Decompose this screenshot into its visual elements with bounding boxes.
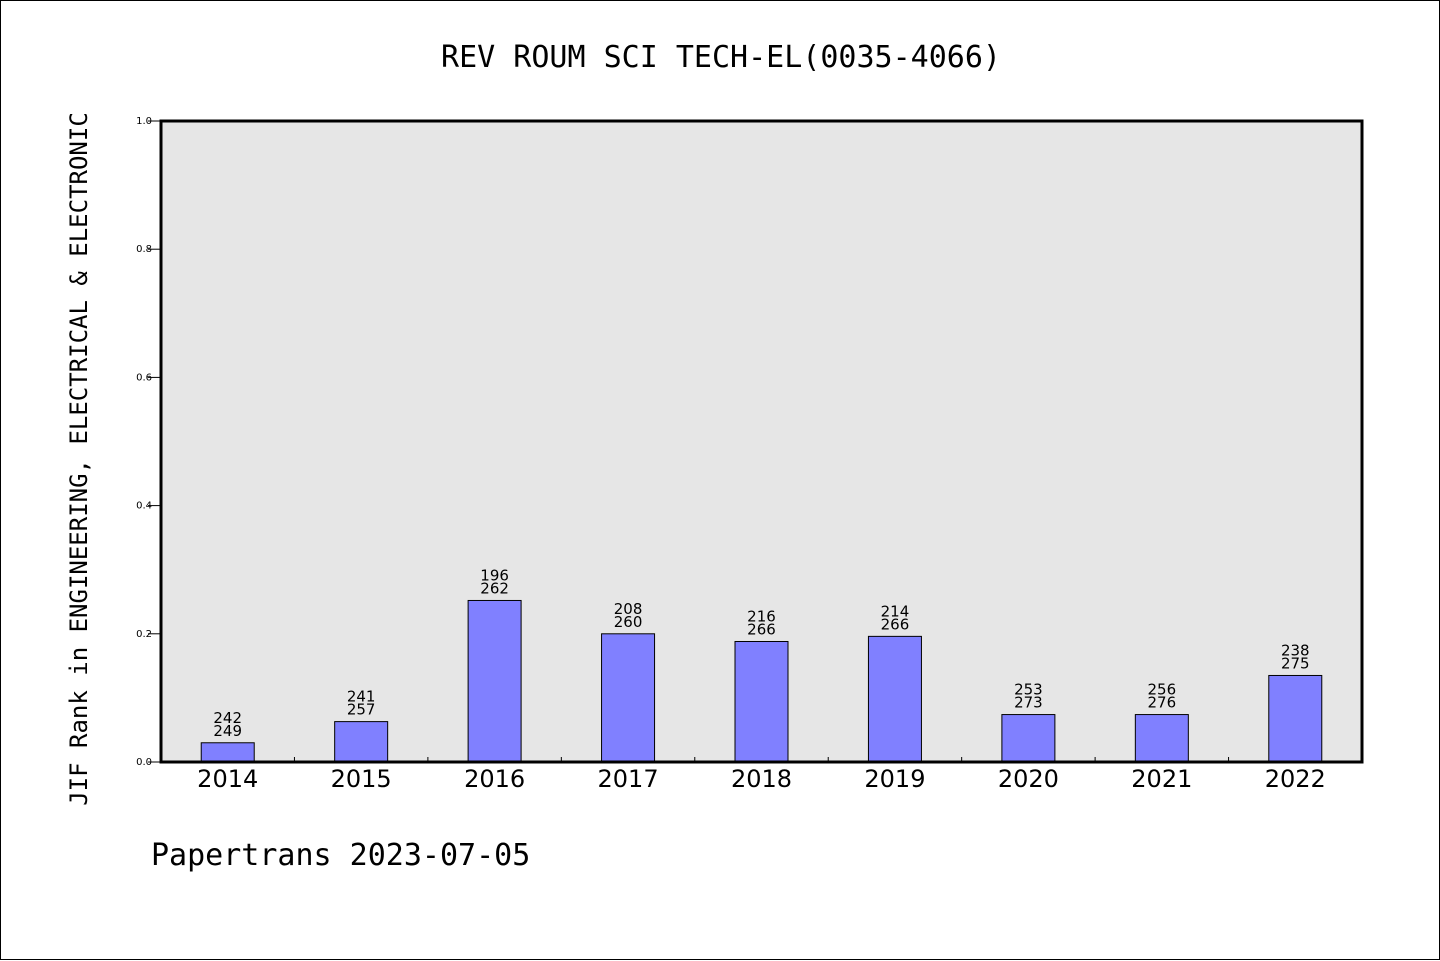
bar-total-label: 249 xyxy=(213,722,242,740)
y-tick-label: 0.8 xyxy=(136,244,152,255)
bar xyxy=(1001,714,1056,763)
bar-rank-label: 242 xyxy=(213,709,242,727)
x-tick-label: 2016 xyxy=(464,765,525,793)
bar-total-label: 275 xyxy=(1281,654,1310,672)
x-tick-label: 2021 xyxy=(1131,765,1192,793)
bar xyxy=(200,742,255,763)
x-tick-label: 2019 xyxy=(864,765,925,793)
bar-total-label: 262 xyxy=(480,579,509,597)
bar-total-label: 273 xyxy=(1014,694,1043,712)
y-tick-label: 0.6 xyxy=(136,372,152,383)
bar xyxy=(334,721,389,763)
bar xyxy=(734,640,789,763)
x-tick-label: 2022 xyxy=(1265,765,1326,793)
bar xyxy=(1268,674,1323,763)
x-tick-label: 2020 xyxy=(998,765,1059,793)
bar-rank-label: 196 xyxy=(480,566,509,584)
bar-rank-label: 256 xyxy=(1148,681,1177,699)
x-tick-label: 2018 xyxy=(731,765,792,793)
bar-rank-label: 208 xyxy=(614,600,643,618)
bar-total-label: 276 xyxy=(1148,694,1177,712)
bar-rank-label: 216 xyxy=(747,607,776,625)
footer-credit: Papertrans 2023-07-05 xyxy=(151,838,530,873)
bar-rank-label: 238 xyxy=(1281,641,1310,659)
x-tick-label: 2017 xyxy=(598,765,659,793)
bar-total-label: 266 xyxy=(881,615,910,633)
y-tick-label: 0.0 xyxy=(136,757,152,768)
bar xyxy=(601,633,656,763)
x-tick-label: 2014 xyxy=(197,765,258,793)
bar xyxy=(867,635,922,763)
y-axis-label: JIF Rank in ENGINEERING, ELECTRICAL & EL… xyxy=(65,112,93,806)
bar-total-label: 266 xyxy=(747,620,776,638)
chart-title: REV ROUM SCI TECH-EL(0035-4066) xyxy=(441,40,1001,75)
bar xyxy=(1134,714,1189,763)
x-tick-label: 2015 xyxy=(331,765,392,793)
bar-rank-label: 214 xyxy=(881,602,910,620)
bar xyxy=(467,599,522,763)
y-tick-label: 0.4 xyxy=(136,501,152,512)
bar-rank-label: 253 xyxy=(1014,681,1043,699)
y-tick-label: 0.2 xyxy=(136,629,152,640)
bar-total-label: 260 xyxy=(614,613,643,631)
bar-total-label: 257 xyxy=(347,701,376,719)
bar-rank-label: 241 xyxy=(347,688,376,706)
y-tick-label: 1.0 xyxy=(136,116,152,127)
plot-border xyxy=(159,119,1364,764)
